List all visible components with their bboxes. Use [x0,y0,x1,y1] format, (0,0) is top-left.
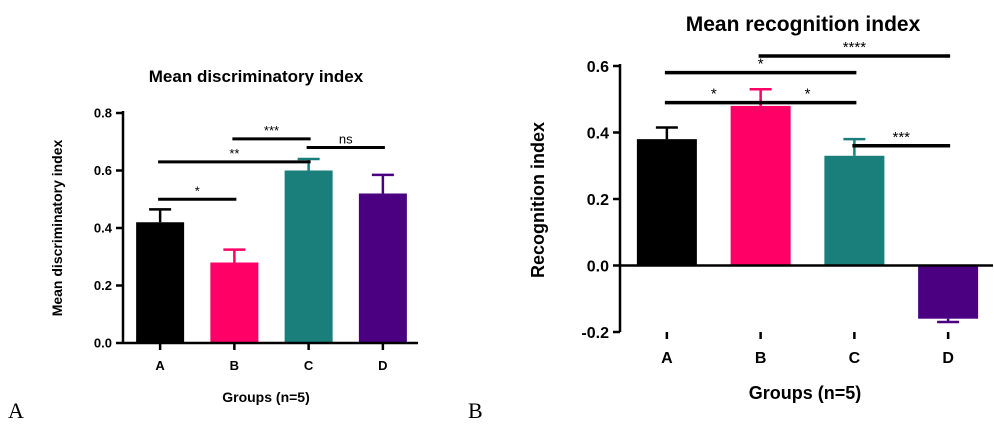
error-bar-a [655,126,678,140]
chart-title: Mean discriminatory index [149,67,364,86]
x-tick-label-d: D [942,350,954,367]
significance-label: * [758,56,764,73]
y-tick-label: 0.4 [94,221,113,236]
bar-d [918,265,979,319]
x-tick-label-d: D [378,358,387,373]
chart-discriminatory-index: Mean discriminatory index Mean discrimina… [49,67,418,405]
chart-title: Mean recognition index [686,13,921,36]
x-tick-label-b: B [755,350,767,367]
x-tick-label-a: A [155,358,165,373]
y-tick-label: 0.6 [587,59,609,76]
error-bar-a [149,208,172,223]
y-tick-label: 0.2 [94,278,112,293]
significance-label: **** [843,39,867,56]
significance-label: * [195,183,200,198]
significance-b-c: * [758,86,857,105]
significance-c-d: *** [852,129,951,148]
bar-b [730,105,791,266]
x-tick-label-c: C [304,358,314,373]
bar-c [284,170,333,343]
significance-a-b: * [664,86,763,105]
error-bar-b [223,248,246,263]
y-axis-label: Mean discriminatory index [49,139,65,316]
significance-b-d: **** [758,39,951,58]
bar-a [136,222,185,343]
panel-label-a: A [8,398,24,423]
bar-b [210,262,259,343]
y-axis-label: Recognition index [528,122,548,278]
y-tick-label: 0.0 [94,336,112,351]
significance-a-b: * [158,183,237,201]
significance-label: ** [229,146,239,161]
bar-a [636,139,697,266]
x-tick-label-a: A [661,350,673,367]
x-tick-label-b: B [230,358,239,373]
x-tick-label-c: C [849,350,861,367]
y-tick-label: -0.2 [581,325,609,342]
significance-b-c: *** [232,123,311,141]
significance-label: *** [892,129,910,146]
chart-recognition-index: Mean recognition index Recognition index G… [528,13,993,403]
significance-label: *** [264,123,279,138]
significance-c-d: ns [306,132,385,149]
significance-a-c: * [664,56,857,75]
bar-d [358,193,407,343]
x-axis-label: Groups (n=5) [749,383,862,403]
y-tick-label: 0.0 [587,258,609,275]
y-tick-label: 0.8 [94,106,112,121]
significance-label: ns [339,132,353,147]
bar-c [824,155,885,266]
x-axis-label: Groups (n=5) [222,389,310,405]
error-bar-d [371,173,394,194]
y-tick-label: 0.2 [587,192,609,209]
y-tick-label: 0.6 [94,163,112,178]
error-bar-d [937,318,960,324]
significance-label: * [711,86,717,103]
significance-a-c: ** [158,146,311,164]
significance-label: * [805,86,811,103]
panel-label-b: B [468,398,483,423]
y-tick-label: 0.4 [587,125,609,142]
